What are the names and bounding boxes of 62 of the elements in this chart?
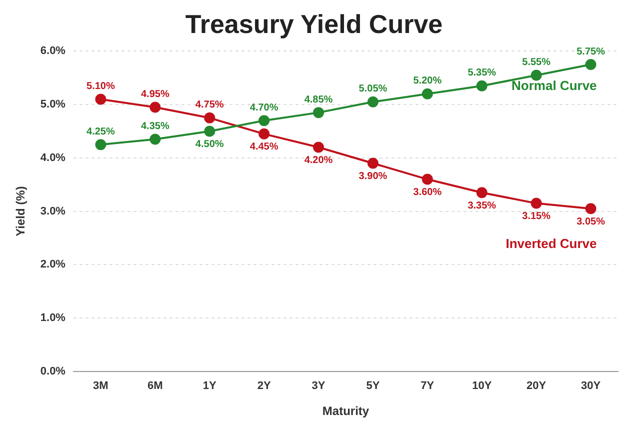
x-tick-label: 20Y [526,380,547,392]
data-label: 3.60% [413,187,442,198]
point [95,139,106,150]
x-axis-title: Maturity [322,404,370,418]
y-tick-label: 1.0% [40,312,66,324]
series-label: Normal Curve [512,78,597,94]
point [150,102,161,113]
point [313,107,324,118]
data-label: 4.50% [195,139,224,150]
chart-title: Treasury Yield Curve [185,8,443,39]
data-label: 3.35% [468,200,496,212]
data-label: 5.75% [576,46,606,58]
point [530,70,542,81]
y-tick-label: 2.0% [40,258,66,271]
data-label: 4.20% [304,155,333,166]
data-label: 5.20% [413,76,442,87]
point [150,134,161,145]
y-tick-label: 3.0% [40,205,66,218]
point [530,198,542,209]
point [422,88,433,100]
data-label: 4.35% [140,121,170,132]
x-tick-label: 3Y [312,380,326,392]
x-tick-label: 5Y [366,380,380,392]
x-tick-label: 3M [93,380,108,392]
data-label: 3.15% [522,211,551,222]
x-tick-label: 6M [148,380,163,392]
series-label: Inverted Curve [506,236,597,252]
y-tick-label: 0.0% [40,365,66,378]
point [422,174,433,185]
data-label: 3.05% [576,216,606,228]
point [258,115,270,126]
x-tick-label: 1Y [202,380,217,392]
x-tick-label: 7Y [420,380,435,392]
data-label: 5.05% [358,84,388,95]
point [313,142,324,153]
point [367,158,378,169]
data-label: 5.10% [86,80,115,92]
point [476,80,488,92]
data-label: 5.55% [522,56,551,68]
y-tick-label: 5.0% [40,98,66,111]
data-label: 4.25% [86,126,115,138]
y-axis-title: Yield (%) [14,186,28,236]
y-tick-label: 4.0% [40,152,66,164]
x-tick-label: 10Y [472,380,492,392]
point [95,94,106,105]
data-label: 5.35% [468,68,496,79]
x-tick-label: 30Y [580,380,602,392]
point [585,203,596,214]
y-tick-label: 6.0% [40,45,66,58]
point [476,187,488,198]
data-label: 4.45% [250,142,278,153]
data-label: 4.95% [140,88,170,100]
point [204,112,216,124]
point [258,128,270,140]
data-label: 4.75% [195,100,224,111]
x-tick-label: 2Y [257,380,272,392]
data-label: 4.85% [304,94,333,106]
point [367,96,378,108]
point [585,59,596,70]
data-label: 4.70% [250,102,278,114]
data-label: 3.90% [358,171,388,182]
point [204,126,216,137]
